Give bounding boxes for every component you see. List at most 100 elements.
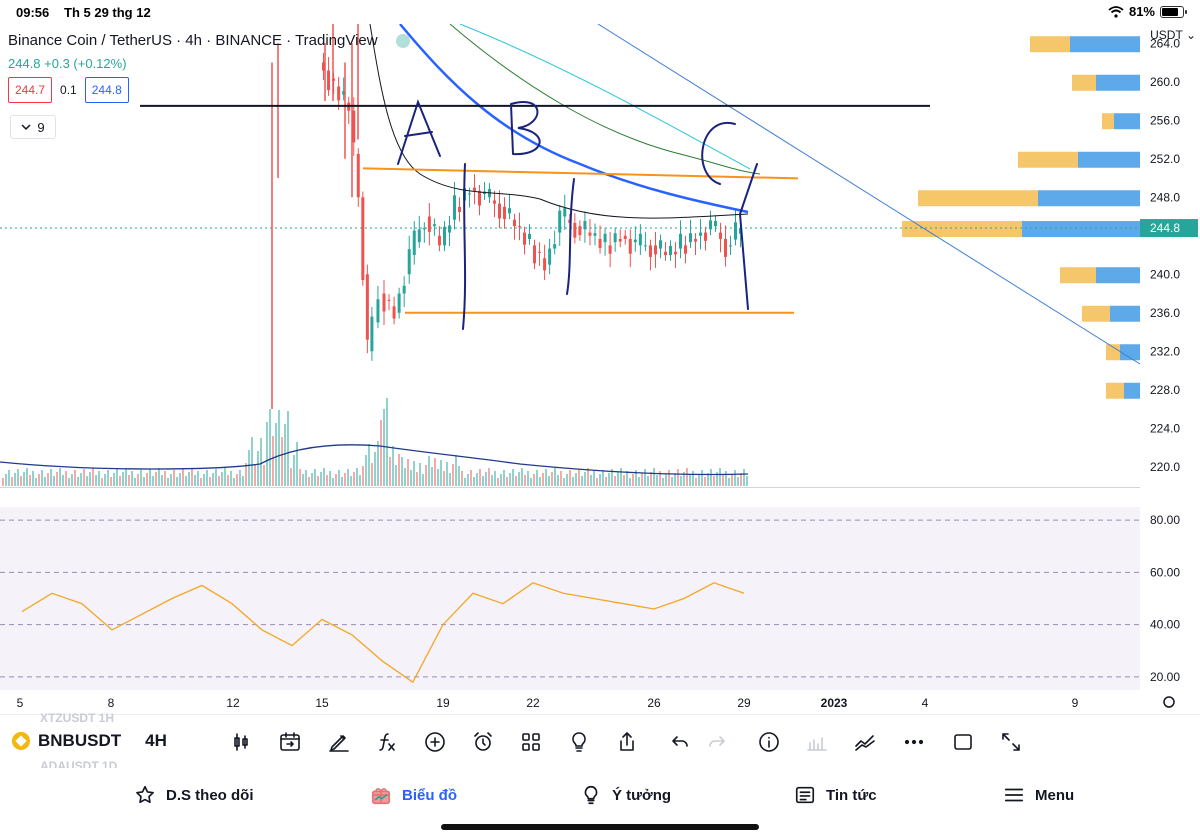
volume-bar — [281, 437, 283, 486]
pane-separator — [0, 487, 1140, 488]
nav-label: Biểu đồ — [402, 786, 457, 804]
volume-profile-bar-blue — [1038, 190, 1140, 207]
nav-watchlist[interactable]: D.S theo dõi — [134, 784, 254, 806]
compare-icon[interactable] — [852, 729, 878, 755]
volume-bar — [56, 472, 58, 486]
volume-bar — [698, 474, 700, 486]
ma-green-line — [449, 24, 761, 175]
time-tick-label: 15 — [315, 696, 329, 710]
volume-bar — [323, 468, 325, 486]
volume-bar — [410, 470, 412, 486]
volume-bar — [122, 472, 124, 486]
volume-bar — [692, 471, 694, 486]
nav-ideas[interactable]: Ý tưởng — [580, 784, 671, 806]
candle-body — [623, 235, 627, 239]
chart-title: Binance Coin / TetherUS · 4h · BINANCE ·… — [8, 32, 378, 49]
candle-body — [598, 238, 602, 248]
volume-bar — [443, 471, 445, 486]
bid-price[interactable]: 244.7 — [8, 77, 53, 103]
candle-body — [583, 220, 587, 230]
indicators-icon[interactable] — [374, 729, 400, 755]
volume-profile-bar-yellow — [902, 221, 1022, 238]
volume-bar — [554, 468, 556, 486]
replay-icon[interactable] — [277, 729, 303, 755]
volume-bar — [311, 473, 313, 486]
volume-bar — [77, 477, 79, 486]
volume-bar — [209, 477, 211, 486]
undo-icon[interactable] — [667, 729, 693, 755]
candle-body — [593, 233, 597, 236]
candle-body — [376, 299, 380, 323]
bid-ask-box[interactable]: 244.7 0.1 244.8 — [8, 77, 410, 103]
candle-body — [453, 195, 456, 220]
volume-bar — [299, 469, 301, 486]
layouts-icon[interactable] — [518, 729, 544, 755]
candle-body — [523, 232, 526, 245]
expand-icon[interactable] — [998, 729, 1024, 755]
volume-profile-bar-blue — [1124, 382, 1140, 399]
candle-body — [548, 248, 552, 265]
volume-bar — [524, 475, 526, 486]
handwritten-a — [397, 99, 441, 165]
volume-bar — [170, 474, 172, 486]
volume-bar — [542, 473, 544, 486]
alert-icon[interactable] — [470, 729, 496, 755]
last-price-change: 244.8 +0.3 (+0.12%) — [8, 56, 127, 71]
redo-icon[interactable] — [704, 729, 730, 755]
volume-bar — [737, 477, 739, 486]
nav-news[interactable]: Tin tức — [794, 784, 877, 806]
chart-canvas[interactable]: 264.0 260.0 256.0 252.0 248.0 240.0 236.0 232.0… — [0, 24, 1200, 714]
volume-bar — [32, 471, 34, 486]
volume-bar — [647, 476, 649, 486]
volume-bar — [464, 478, 466, 486]
ideas-icon[interactable] — [566, 729, 592, 755]
volume-bar — [383, 409, 385, 486]
volume-bar — [734, 470, 736, 486]
volume-bar — [239, 470, 241, 486]
candles-icon[interactable] — [228, 729, 254, 755]
volume-bar — [401, 457, 403, 486]
indicators-collapse-button[interactable]: 9 — [10, 115, 56, 139]
volume-bar — [14, 473, 16, 486]
draw-icon[interactable] — [326, 729, 352, 755]
volume-bar — [470, 470, 472, 486]
share-icon[interactable] — [614, 729, 640, 755]
volume-bar — [161, 475, 163, 486]
volume-profile-bar-yellow — [1106, 344, 1120, 361]
rsi-tick-label: 20.00 — [1150, 670, 1180, 684]
nav-chart[interactable]: Biểu đồ — [370, 784, 457, 806]
volume-bar — [374, 452, 376, 486]
candle-body — [669, 246, 672, 255]
volume-bar — [236, 474, 238, 486]
volume-bar — [560, 471, 562, 486]
volume-icon[interactable] — [804, 729, 830, 755]
currency-selector[interactable]: USDT ⌄ — [1150, 28, 1196, 42]
candle-body — [443, 226, 446, 246]
timeframe-button[interactable]: 4H — [145, 731, 167, 750]
volume-profile-bar-blue — [1096, 74, 1140, 91]
nav-menu[interactable]: Menu — [1003, 784, 1074, 806]
volume-bar — [65, 471, 67, 486]
candle-body — [533, 245, 536, 264]
candle-body — [684, 245, 687, 254]
candle-body — [342, 91, 346, 95]
candle-body — [613, 233, 617, 243]
ask-price[interactable]: 244.8 — [84, 77, 129, 103]
symbol-name[interactable]: BNBUSDT — [38, 731, 122, 750]
resistance-line-orange — [362, 167, 799, 180]
symbol-selector[interactable]: BNBUSDT 4H — [12, 731, 167, 751]
status-date: Th 5 29 thg 12 — [64, 5, 151, 20]
volume-bar — [722, 475, 724, 486]
info-icon[interactable] — [756, 729, 782, 755]
volume-bar — [398, 454, 400, 486]
price-tick-label: 260.0 — [1150, 75, 1180, 89]
volume-bar — [638, 477, 640, 486]
candle-body — [628, 238, 632, 254]
volume-bar — [362, 466, 364, 486]
volume-bar — [104, 474, 106, 486]
wave-stroke — [462, 163, 467, 330]
candle-body — [558, 210, 562, 233]
more-icon[interactable] — [901, 729, 927, 755]
add-icon[interactable] — [422, 729, 448, 755]
fullscreen-box-icon[interactable] — [950, 729, 976, 755]
